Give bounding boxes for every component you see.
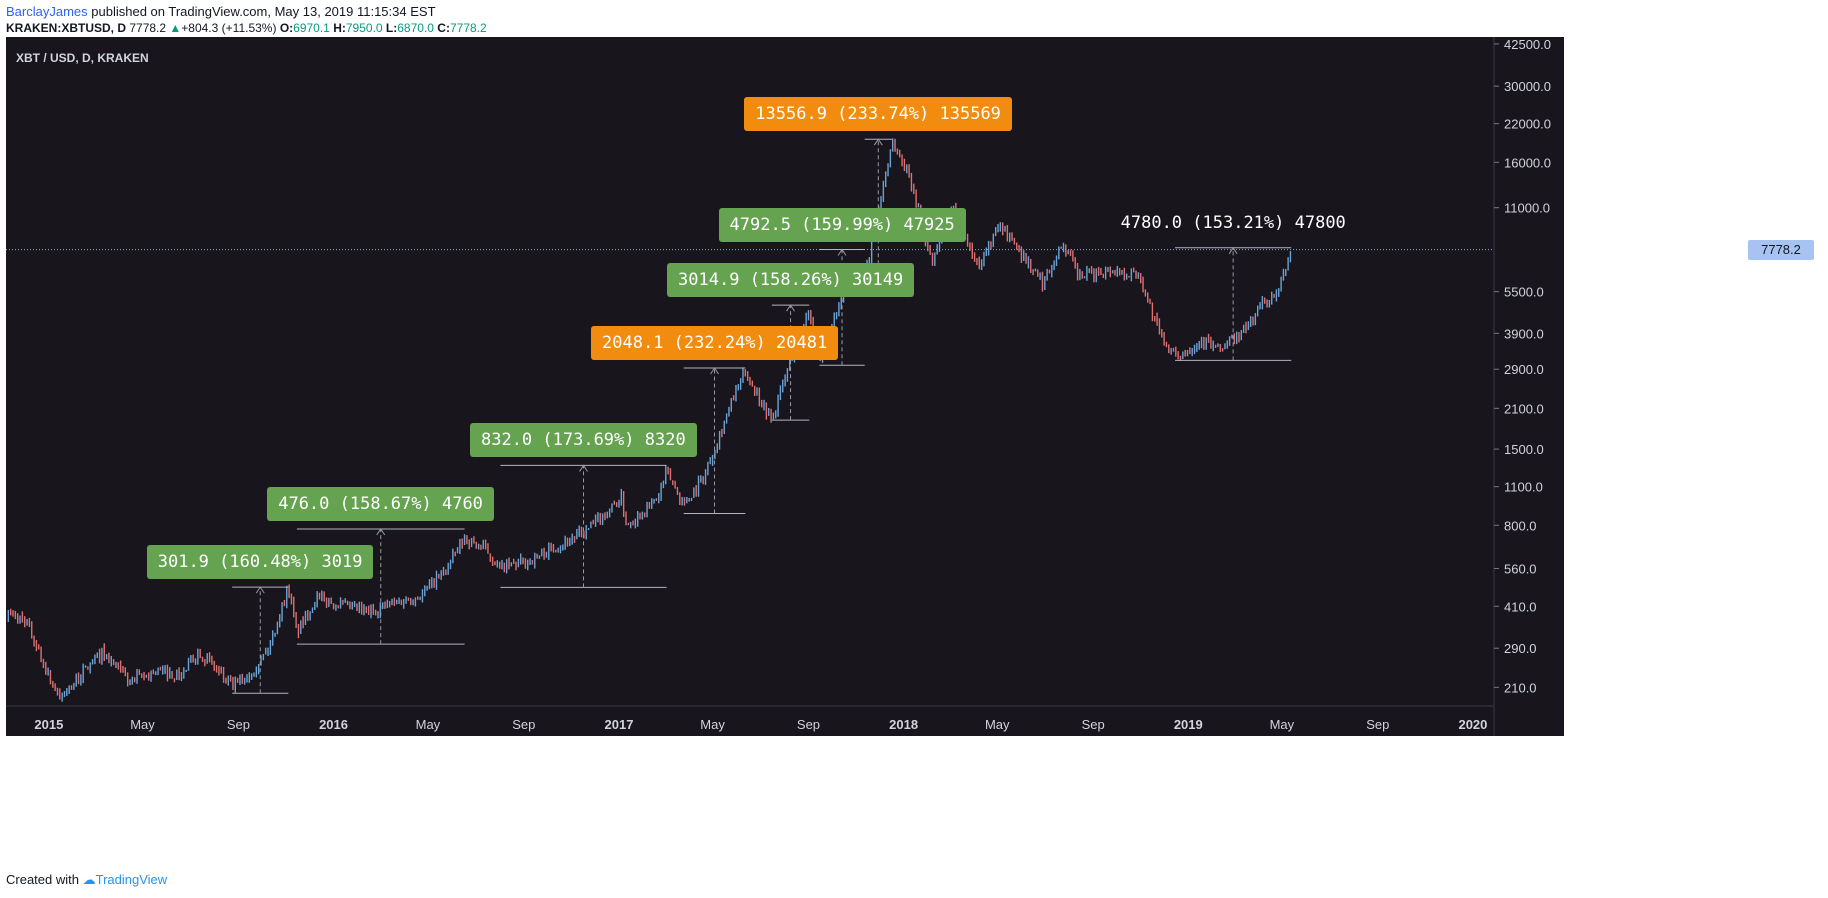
range-arrow-icon <box>376 528 386 536</box>
close-label: C: <box>437 21 450 35</box>
author-link[interactable]: BarclayJames <box>6 4 88 19</box>
low-label: L: <box>385 21 398 35</box>
chart-title: XBT / USD, D, KRAKEN <box>16 51 149 65</box>
tradingview-logo-icon[interactable]: ☁ <box>82 872 96 887</box>
x-tick-label: 2019 <box>1174 717 1203 732</box>
y-tick-label: 3900.0 <box>1504 326 1544 341</box>
range-label[interactable]: 301.9 (160.48%) 3019 <box>146 545 374 580</box>
x-tick-label: May <box>1270 717 1295 732</box>
range-label[interactable]: 13556.9 (233.74%) 135569 <box>744 97 1012 132</box>
current-price-label: 7778.2 <box>1748 239 1814 260</box>
range-label[interactable]: 476.0 (158.67%) 4760 <box>267 486 494 521</box>
range-arrow-icon <box>786 304 795 312</box>
x-tick-label: May <box>985 717 1010 732</box>
range-label[interactable]: 2048.1 (232.24%) 20481 <box>591 325 839 360</box>
x-tick-label: May <box>130 717 155 732</box>
created-with-text: Created with <box>6 872 79 887</box>
y-tick-label: 800.0 <box>1504 518 1537 533</box>
range-arrow-icon <box>710 367 719 375</box>
range-label[interactable]: 832.0 (173.69%) 8320 <box>469 423 697 458</box>
range-arrow-icon <box>837 248 847 256</box>
y-tick-label: 210.0 <box>1504 680 1537 695</box>
price-change: +804.3 (+11.53%) <box>181 21 277 35</box>
y-tick-label: 16000.0 <box>1504 155 1551 170</box>
range-arrow-icon <box>873 138 883 146</box>
high-label: H: <box>333 21 346 35</box>
ohlc-line: KRAKEN:XBTUSD, D 7778.2 ▲+804.3 (+11.53%… <box>6 21 487 35</box>
range-label[interactable]: 3014.9 (158.26%) 30149 <box>667 263 915 298</box>
x-tick-label: 2017 <box>605 717 634 732</box>
x-tick-label: May <box>416 717 441 732</box>
y-tick-label: 22000.0 <box>1504 117 1551 132</box>
x-tick-label: Sep <box>797 717 820 732</box>
publish-line: BarclayJames published on TradingView.co… <box>6 4 436 19</box>
open-value: 6970.1 <box>293 21 330 35</box>
x-tick-label: Sep <box>512 717 535 732</box>
y-tick-label: 30000.0 <box>1504 79 1551 94</box>
range-label[interactable]: 4792.5 (159.99%) 47925 <box>718 207 966 242</box>
y-tick-label: 2900.0 <box>1504 362 1544 377</box>
y-tick-label: 5500.0 <box>1504 285 1544 300</box>
y-tick-label: 290.0 <box>1504 641 1537 656</box>
y-tick-label: 42500.0 <box>1504 37 1551 52</box>
y-tick-label: 2100.0 <box>1504 401 1544 416</box>
range-arrow-icon <box>1228 246 1238 255</box>
x-tick-label: May <box>700 717 725 732</box>
y-tick-label: 560.0 <box>1504 561 1537 576</box>
low-value: 6870.0 <box>397 21 434 35</box>
x-tick-label: Sep <box>1366 717 1389 732</box>
last-price: 7778.2 <box>129 21 167 35</box>
y-tick-label: 1500.0 <box>1504 442 1544 457</box>
x-tick-label: 2018 <box>889 717 918 732</box>
range-label[interactable]: 4780.0 (153.21%) 47800 <box>1120 212 1346 233</box>
y-tick-label: 11000.0 <box>1504 201 1550 216</box>
symbol-label: KRAKEN:XBTUSD, D <box>6 21 126 35</box>
open-label: O: <box>279 21 294 35</box>
x-tick-label: Sep <box>227 717 250 732</box>
x-tick-label: 2020 <box>1458 717 1487 732</box>
x-tick-label: 2015 <box>34 717 63 732</box>
footer: Created with ☁TradingView <box>6 872 167 888</box>
close-value: 7778.2 <box>449 21 487 35</box>
up-arrow-icon: ▲ <box>169 21 182 35</box>
x-tick-label: 2016 <box>319 717 348 732</box>
x-tick-label: Sep <box>1082 717 1105 732</box>
published-text: published on TradingView.com, May 13, 20… <box>91 4 436 19</box>
range-arrow-icon <box>579 464 588 472</box>
y-tick-label: 410.0 <box>1504 599 1537 614</box>
high-value: 7950.0 <box>345 21 383 35</box>
y-tick-label: 1100.0 <box>1504 480 1543 495</box>
tradingview-link[interactable]: TradingView <box>95 872 168 887</box>
range-arrow-icon <box>255 586 265 594</box>
price-axis[interactable] <box>1494 37 1564 736</box>
plot-area[interactable] <box>6 37 1494 736</box>
